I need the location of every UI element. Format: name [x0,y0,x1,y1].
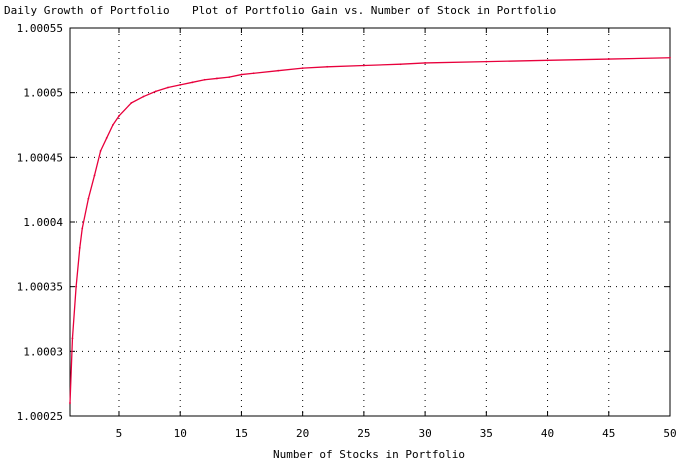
data-point [203,78,206,81]
y-tick-label: 1.00055 [17,22,63,35]
data-point [167,86,169,89]
grid-lines [70,28,670,416]
x-tick-label: 30 [418,427,431,440]
data-point [179,84,182,86]
chart-title: Plot of Portfolio Gain vs. Number of Sto… [192,4,556,17]
data-point [105,137,108,139]
series-line [69,57,671,404]
data-point [71,337,74,340]
x-tick-label: 10 [174,427,187,440]
y-tick-label: 1.00035 [17,281,63,294]
x-tick-label: 40 [541,427,554,440]
data-point [69,402,71,404]
data-point [87,197,90,200]
x-tick-label: 5 [116,427,123,440]
y-tick-label: 1.00025 [17,410,63,423]
data-point [78,246,81,249]
x-tick-label: 15 [235,427,248,440]
data-point [326,65,329,68]
data-point [142,95,145,98]
tick-labels: 5 10 15 20 25 30 35 40 45 50 1.00025 1.0003 1.00035 1… [17,22,677,440]
data-point [228,76,231,79]
data-point [424,62,427,64]
data-point [362,64,365,67]
series-layer [69,56,671,404]
data-point [154,90,157,93]
x-tick-label: 20 [296,427,309,440]
x-tick-label: 35 [480,427,493,440]
x-tick-label: 45 [602,427,615,440]
axis-ticks [70,27,671,417]
data-point [546,59,549,62]
y-tick-label: 1.0004 [23,216,63,229]
data-point [81,227,84,230]
x-axis-label: Number of Stocks in Portfolio [273,448,465,461]
data-point [399,63,402,66]
data-point [607,58,610,60]
data-point [252,72,255,75]
x-tick-label: 25 [357,427,370,440]
y-tick-label: 1.0005 [23,87,63,100]
data-point [277,69,280,72]
data-point [240,73,243,76]
x-tick-label: 50 [663,427,676,440]
data-point [99,149,102,152]
data-point [118,115,120,117]
data-point [669,56,671,59]
data-point [191,81,194,84]
data-point [93,174,96,177]
data-point [301,67,304,69]
data-point [485,60,488,63]
data-point [130,102,133,104]
y-tick-label: 1.0003 [23,345,63,358]
y-axis-label: Daily Growth of Portfolio [4,4,170,17]
data-point [216,77,218,80]
data-point [111,124,114,126]
y-tick-label: 1.00045 [17,151,63,164]
data-point [75,285,78,288]
